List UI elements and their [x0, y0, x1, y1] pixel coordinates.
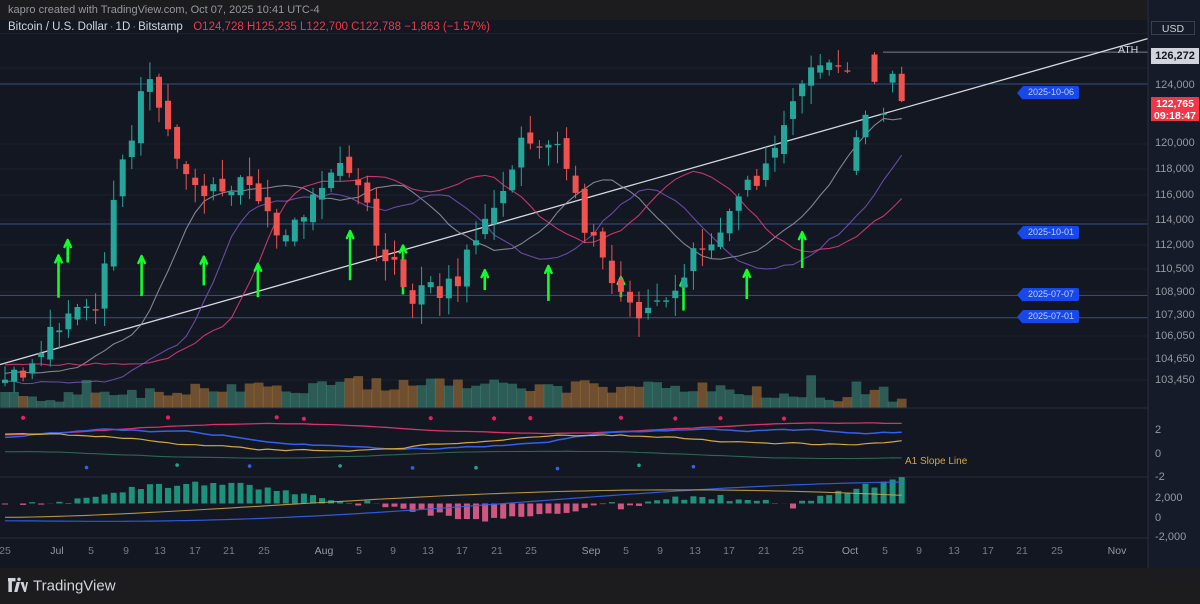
svg-text:A1 Slope Line: A1 Slope Line: [905, 456, 968, 467]
